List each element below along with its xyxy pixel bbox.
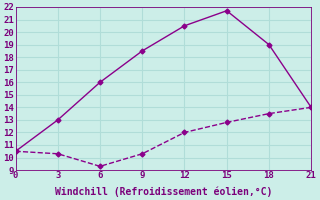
X-axis label: Windchill (Refroidissement éolien,°C): Windchill (Refroidissement éolien,°C) (55, 186, 272, 197)
